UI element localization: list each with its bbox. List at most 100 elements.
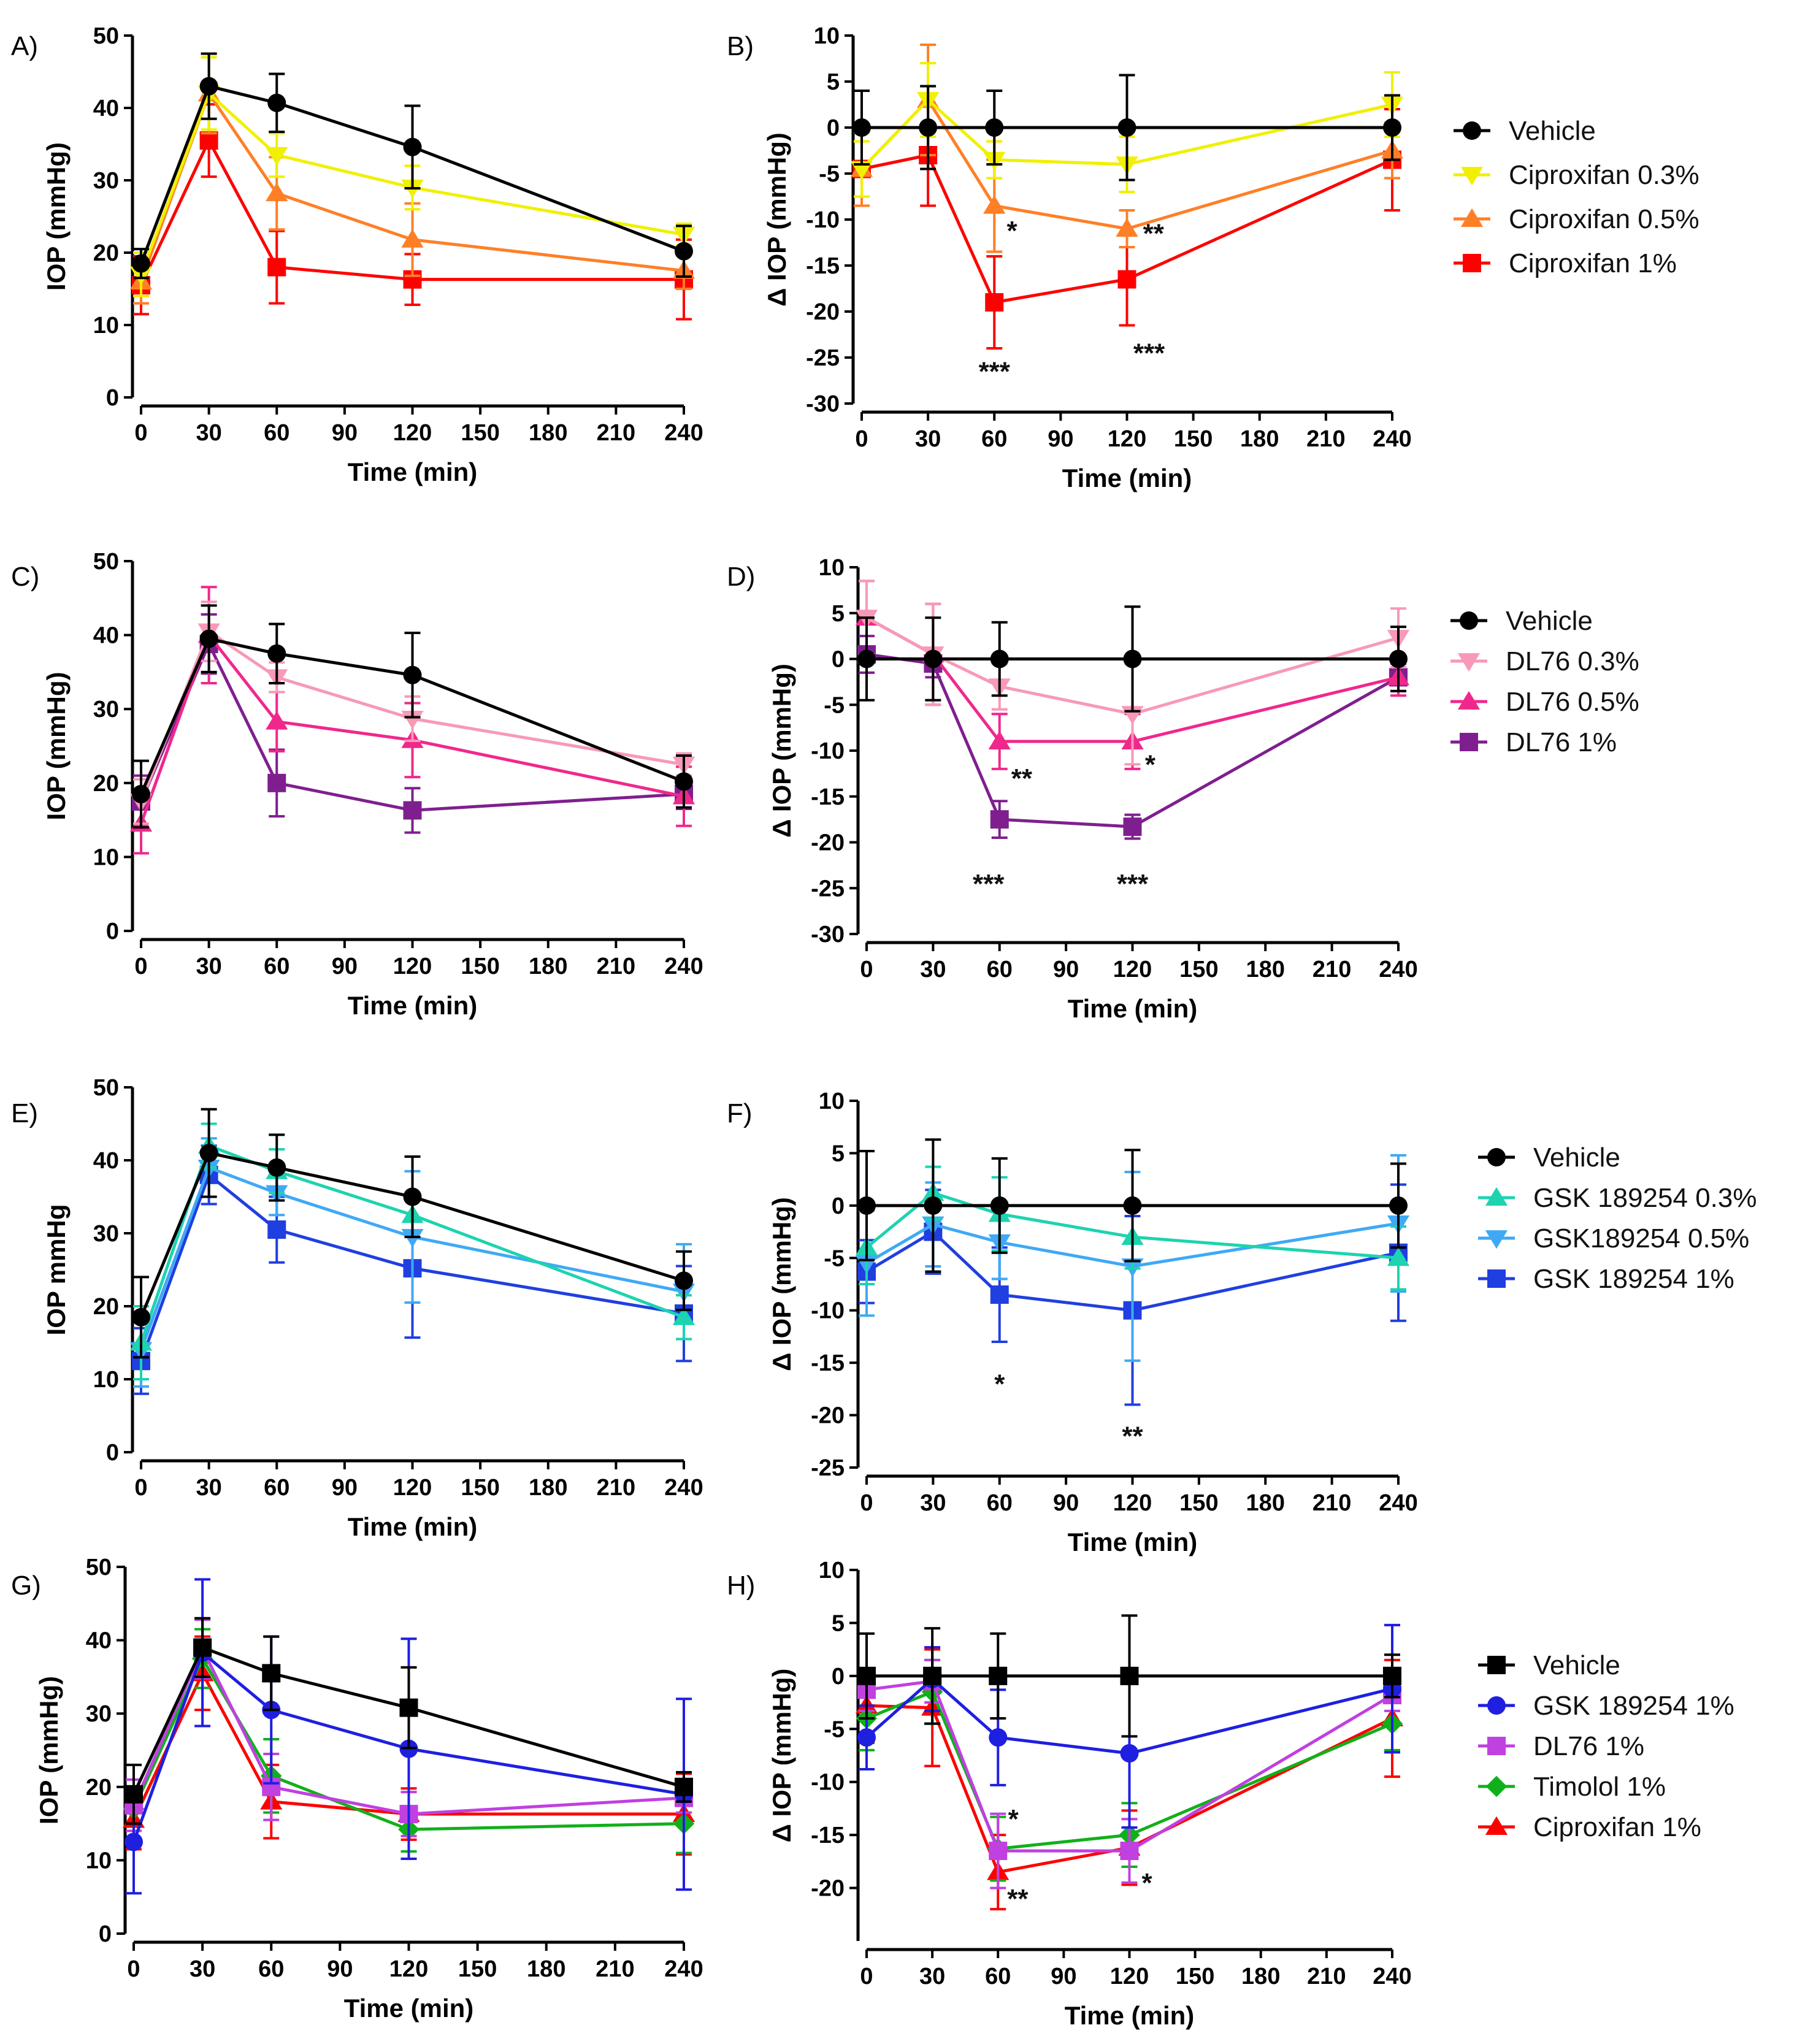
- panel-h-series-vehicle-point: [989, 1666, 1008, 1685]
- panel-c-x-tick-label: 240: [664, 954, 703, 979]
- panel-h-x-tick-label: 120: [1110, 1964, 1149, 1989]
- panel-a-x-tick-label: 210: [597, 420, 635, 446]
- panel-d-y-tick-label: -15: [811, 784, 845, 810]
- panel-b-legend-label: Ciproxifan 1%: [1509, 248, 1677, 278]
- panel-d: D) -30 -25 -20 -15 -10 -5 0 5 10 0 30 60 90 120 150 180 2…: [727, 555, 1639, 1023]
- panel-e-legend-marker: [1487, 1148, 1506, 1166]
- panel-b-legend-label: Vehicle: [1509, 116, 1596, 146]
- panel-d-x-tick-label: 90: [1053, 957, 1079, 982]
- panel-e-series-gsk-189254-0-3--point: [672, 1306, 695, 1325]
- panel-c-y-tick-label: 40: [93, 623, 119, 649]
- panel-h-y-tick-label: -10: [811, 1770, 845, 1796]
- panel-a-series-vehicle-point: [199, 77, 218, 96]
- panel-g-x-tick-label: 30: [190, 1956, 215, 1982]
- panel-g-x-tick-label: 240: [664, 1956, 703, 1982]
- panel-h-legend-marker: [1487, 1696, 1506, 1715]
- panel-e-x-tick-label: 240: [664, 1475, 703, 1501]
- panel-g-series-vehicle-point: [262, 1664, 281, 1683]
- panel-b-x-tick-label: 150: [1174, 426, 1213, 452]
- panel-c-y-tick-label: 0: [106, 919, 119, 944]
- panel-g-series-vehicle-point: [125, 1785, 143, 1804]
- panel-e-series-gsk-189254-1--point: [267, 1220, 286, 1239]
- panel-h-legend-label: Vehicle: [1533, 1650, 1620, 1680]
- panel-f-series-vehicle-point: [857, 1196, 876, 1215]
- panel-d-legend-marker: [1457, 691, 1481, 710]
- panel-h-x-tick-label: 60: [985, 1964, 1011, 1989]
- panel-d-y-tick-label: 0: [832, 647, 845, 673]
- panel-f: F) -25 -20 -15 -10 -5 0 5 10 0 30 60 90 120 150 180 210 2…: [727, 1089, 1418, 1556]
- panel-d-series-vehicle: [857, 605, 1408, 713]
- panel-b-series-ciproxifan-1--point: [985, 293, 1004, 312]
- panel-e-series-vehicle: [132, 1108, 693, 1359]
- panel-g-x-tick-label: 150: [458, 1956, 497, 1982]
- panel-c-y-tick-label: 20: [93, 771, 119, 797]
- panel-d-legend-marker: [1460, 733, 1478, 751]
- panel-f-significance: **: [1122, 1422, 1143, 1452]
- panel-h-series-dl76-1--point: [1120, 1842, 1139, 1861]
- panel-e-y-tick-label: 30: [93, 1221, 119, 1247]
- panel-c-y-tick-label: 50: [93, 549, 119, 575]
- panel-e-legend-marker: [1485, 1187, 1508, 1206]
- panel-f-y-tick-label: -10: [811, 1298, 845, 1324]
- panel-d-x-tick-label: 240: [1379, 957, 1417, 982]
- panel-g-x-tick-label: 60: [258, 1956, 284, 1982]
- panel-g-y-axis-title: IOP (mmHg): [34, 1676, 63, 1824]
- panel-f-series-gsk-189254-1--point: [990, 1285, 1009, 1304]
- panel-d-significance: **: [1011, 764, 1033, 794]
- panel-b-x-axis-title: Time (min): [1062, 464, 1192, 492]
- panel-d-series-dl76-0-5--point: [988, 730, 1011, 749]
- panel-h-series-vehicle-point: [923, 1666, 942, 1685]
- panel-h-legend-label: Ciproxifan 1%: [1533, 1812, 1701, 1842]
- panel-d-series-dl76-1--point: [990, 810, 1009, 829]
- panel-f-y-tick-label: 0: [832, 1193, 845, 1219]
- panel-a-x-tick-label: 60: [264, 420, 289, 446]
- panel-d-legend-label: DL76 1%: [1506, 727, 1617, 757]
- panel-b-series-vehicle-point: [853, 118, 871, 137]
- panel-h-series-gsk-189254-1--point: [857, 1728, 876, 1747]
- panel-a-series-vehicle-point: [132, 254, 150, 273]
- panel-h-x-tick-label: 90: [1051, 1964, 1076, 1989]
- panel-f-x-tick-label: 60: [987, 1490, 1013, 1516]
- panel-h-x-tick-label: 180: [1241, 1964, 1280, 1989]
- panel-f-x-tick-label: 90: [1053, 1490, 1079, 1516]
- panel-h-y-tick-label: 10: [819, 1558, 845, 1583]
- panel-d-y-tick-label: 5: [832, 601, 845, 627]
- panel-e-legend-marker: [1485, 1230, 1508, 1249]
- panel-b-legend: Vehicle Ciproxifan 0.3% Ciproxifan 0.5% Cip…: [1454, 116, 1699, 278]
- panel-e-x-tick-label: 120: [393, 1475, 432, 1501]
- panel-a-x-tick-label: 90: [332, 420, 358, 446]
- panel-h-y-tick-label: 0: [832, 1664, 845, 1690]
- panel-c-x-axis-title: Time (min): [348, 991, 478, 1020]
- panel-c-series-dl76-1--point: [403, 801, 422, 820]
- panel-a: A) 0 10 20 30 40 50 0 30 60 90 120 150 180 210 240 Time …: [11, 23, 703, 486]
- panel-h-series-vehicle: [857, 1614, 1401, 1738]
- panel-f-series-vehicle-point: [990, 1196, 1009, 1215]
- panel-c: C) 0 10 20 30 40 50 0 30 60 90 120 150 180 210 240 Time …: [11, 549, 703, 1020]
- panel-h-series-dl76-1--point: [989, 1842, 1008, 1861]
- panel-a-y-axis-title: IOP (mmHg): [42, 142, 71, 291]
- panel-h-series-vehicle-point: [1383, 1666, 1401, 1685]
- panel-h-y-axis-title: Δ IOP (mmHg): [767, 1669, 796, 1843]
- panel-f-y-tick-label: 10: [819, 1089, 845, 1114]
- panel-d-series-vehicle-point: [924, 649, 943, 668]
- panel-g-x-tick-label: 120: [389, 1956, 428, 1982]
- panel-b-series-vehicle-point: [1383, 118, 1401, 137]
- panel-b-legend-marker: [1460, 167, 1484, 186]
- panel-c-series-vehicle-point: [132, 784, 150, 803]
- panel-d-x-tick-label: 150: [1179, 957, 1218, 982]
- panel-f-x-tick-label: 30: [920, 1490, 946, 1516]
- panel-h-legend-label: GSK 189254 1%: [1533, 1691, 1734, 1721]
- panel-f-series-vehicle-point: [1123, 1196, 1142, 1215]
- panel-c-series-vehicle: [132, 604, 693, 829]
- panel-b-letter: B): [727, 31, 754, 61]
- panel-f-x-tick-label: 210: [1312, 1490, 1351, 1516]
- panel-g-y-tick-label: 40: [86, 1628, 112, 1654]
- panel-d-legend-marker: [1460, 611, 1478, 630]
- panel-b: B) -30 -25 -20 -15 -10 -5 0 5 10 0 30 60 90 120 150 180 2…: [727, 23, 1699, 492]
- panel-f-y-tick-label: -25: [811, 1455, 845, 1481]
- panel-c-series-dl76-0-5--point: [266, 711, 288, 730]
- panel-a-series-ciproxifan-1--point: [267, 258, 286, 277]
- panel-f-x-tick-label: 0: [860, 1490, 873, 1516]
- panel-d-legend-label: DL76 0.3%: [1506, 646, 1639, 676]
